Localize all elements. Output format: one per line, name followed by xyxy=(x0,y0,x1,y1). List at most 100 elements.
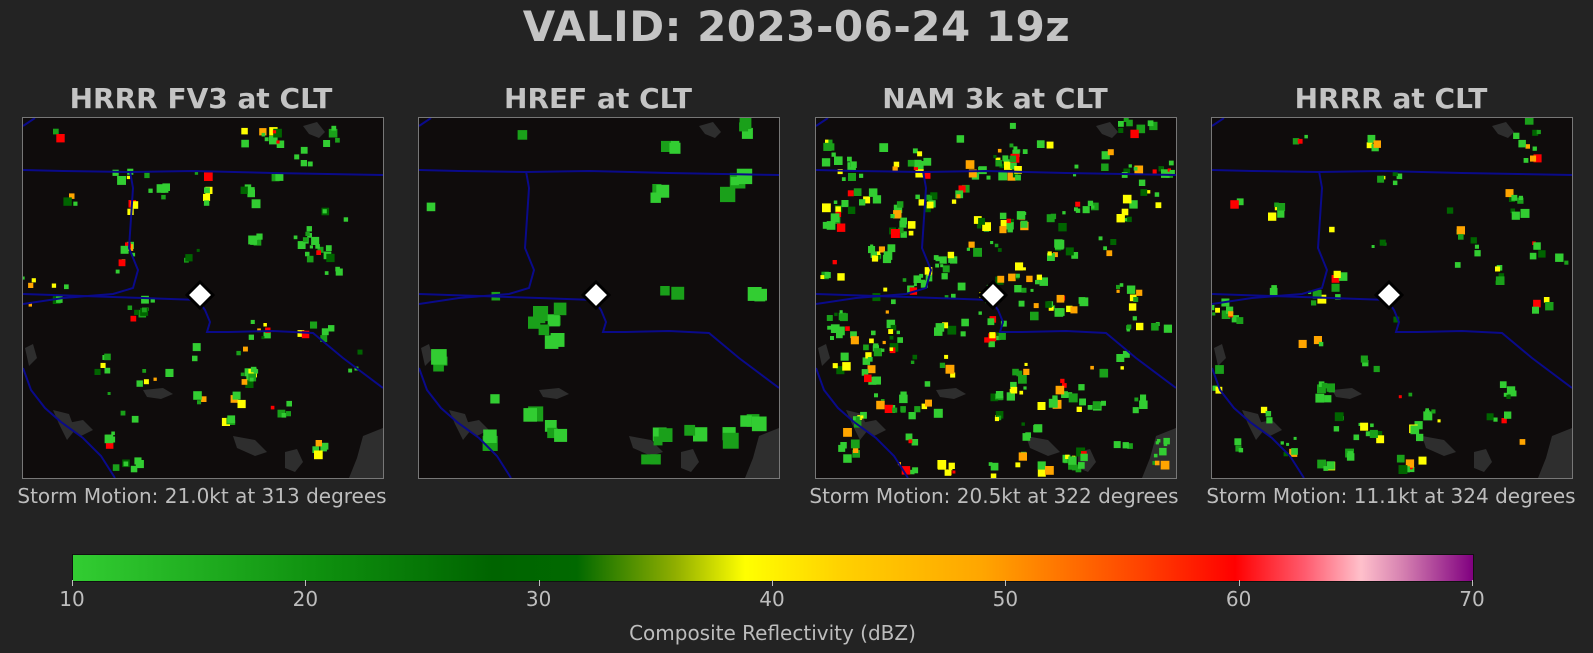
reflectivity-cell xyxy=(831,152,836,157)
reflectivity-cell xyxy=(547,314,560,327)
reflectivity-cell xyxy=(73,201,78,206)
reflectivity-cell xyxy=(1268,212,1277,221)
colorbar-tick-label: 20 xyxy=(292,587,319,611)
storm-motion-nam3k: Storm Motion: 20.5kt at 322 degrees xyxy=(809,484,1179,508)
reflectivity-cell xyxy=(277,409,286,418)
reflectivity-cell xyxy=(1506,386,1516,395)
reflectivity-cell xyxy=(956,135,965,143)
reflectivity-cell xyxy=(905,433,913,441)
colorbar-tick xyxy=(538,580,540,586)
state-boundary xyxy=(23,170,140,305)
reflectivity-cell xyxy=(1362,360,1369,367)
reflectivity-cell xyxy=(822,221,830,229)
reflectivity-cell xyxy=(148,188,153,193)
reflectivity-cell xyxy=(248,334,254,340)
reflectivity-cell xyxy=(1062,211,1066,215)
reflectivity-cell xyxy=(868,246,876,254)
reflectivity-cell xyxy=(1015,273,1020,278)
reflectivity-cell xyxy=(893,161,900,168)
reflectivity-cell xyxy=(834,156,843,165)
water-body xyxy=(1214,344,1226,366)
reflectivity-cell xyxy=(232,391,241,400)
reflectivity-cell xyxy=(1021,287,1027,293)
reflectivity-cell xyxy=(547,427,558,439)
reflectivity-cell xyxy=(864,374,872,383)
reflectivity-cell xyxy=(306,255,314,263)
reflectivity-cell xyxy=(1511,194,1518,201)
reflectivity-cell xyxy=(1015,174,1021,181)
reflectivity-cell xyxy=(1116,289,1120,293)
state-boundary xyxy=(23,367,116,478)
reflectivity-cell xyxy=(1474,244,1479,249)
reflectivity-cell xyxy=(1026,275,1033,283)
reflectivity-cell xyxy=(944,469,951,476)
reflectivity-cell xyxy=(947,251,955,259)
reflectivity-cell xyxy=(1311,300,1317,306)
reflectivity-cell xyxy=(845,326,850,331)
reflectivity-cell xyxy=(998,332,1006,340)
reflectivity-cell xyxy=(1035,279,1040,285)
reflectivity-cell xyxy=(1103,246,1107,251)
reflectivity-cell xyxy=(884,404,893,413)
map-panel-href[interactable] xyxy=(418,117,780,479)
reflectivity-cell xyxy=(924,267,933,275)
reflectivity-cell xyxy=(1056,308,1065,316)
reflectivity-cell xyxy=(1023,368,1030,375)
reflectivity-cell xyxy=(670,140,680,150)
reflectivity-cell xyxy=(961,318,969,327)
reflectivity-cell xyxy=(889,347,894,351)
reflectivity-cell xyxy=(261,132,266,137)
reflectivity-cell xyxy=(1326,383,1335,392)
reflectivity-cell xyxy=(912,467,919,474)
reflectivity-cell xyxy=(859,173,864,178)
reflectivity-cell xyxy=(1331,283,1340,292)
reflectivity-cell xyxy=(141,295,149,304)
reflectivity-cell xyxy=(1265,411,1272,417)
reflectivity-cell xyxy=(1297,138,1303,144)
map-panel-nam3k[interactable] xyxy=(815,117,1177,479)
reflectivity-cell xyxy=(740,415,752,427)
reflectivity-cell xyxy=(1431,409,1436,414)
reflectivity-cell xyxy=(136,380,143,387)
reflectivity-cell xyxy=(1154,192,1160,197)
reflectivity-cell xyxy=(656,184,670,198)
map-panel-hrrr-fv3[interactable] xyxy=(22,117,384,479)
water-body xyxy=(421,344,433,366)
reflectivity-cell xyxy=(325,245,332,251)
reflectivity-cell xyxy=(1078,297,1086,304)
reflectivity-cell xyxy=(269,135,278,145)
reflectivity-cell xyxy=(834,312,838,317)
reflectivity-cell xyxy=(1128,164,1132,168)
water-body xyxy=(1538,428,1572,478)
reflectivity-cell xyxy=(1437,419,1441,423)
reflectivity-cell xyxy=(1055,385,1065,395)
reflectivity-cell xyxy=(995,411,1004,419)
reflectivity-cell xyxy=(1517,197,1524,204)
reflectivity-cell xyxy=(1006,218,1011,224)
map-panel-hrrr[interactable] xyxy=(1211,117,1573,479)
reflectivity-cell xyxy=(1533,154,1542,163)
reflectivity-cell xyxy=(913,275,922,283)
reflectivity-cell xyxy=(1068,463,1075,470)
reflectivity-cell xyxy=(259,128,267,136)
reflectivity-cell xyxy=(1163,437,1170,445)
reflectivity-cell xyxy=(1126,216,1132,223)
reflectivity-cell xyxy=(1323,466,1329,471)
reflectivity-cell xyxy=(996,332,1000,336)
diamond-icon xyxy=(1373,279,1405,311)
reflectivity-cell xyxy=(661,140,673,152)
reflectivity-cell xyxy=(881,348,885,352)
reflectivity-cell xyxy=(1530,155,1537,162)
reflectivity-cell xyxy=(1138,179,1146,186)
reflectivity-cell xyxy=(720,186,736,203)
reflectivity-cell xyxy=(1236,198,1244,206)
reflectivity-cell xyxy=(261,336,265,340)
reflectivity-cell xyxy=(1078,384,1085,391)
reflectivity-cell xyxy=(893,210,902,219)
reflectivity-cell xyxy=(1367,134,1376,143)
state-boundary xyxy=(816,170,933,305)
reflectivity-cell xyxy=(826,315,833,321)
reflectivity-cell xyxy=(1073,173,1077,177)
reflectivity-cell xyxy=(285,411,291,417)
reflectivity-cell xyxy=(1091,202,1099,211)
